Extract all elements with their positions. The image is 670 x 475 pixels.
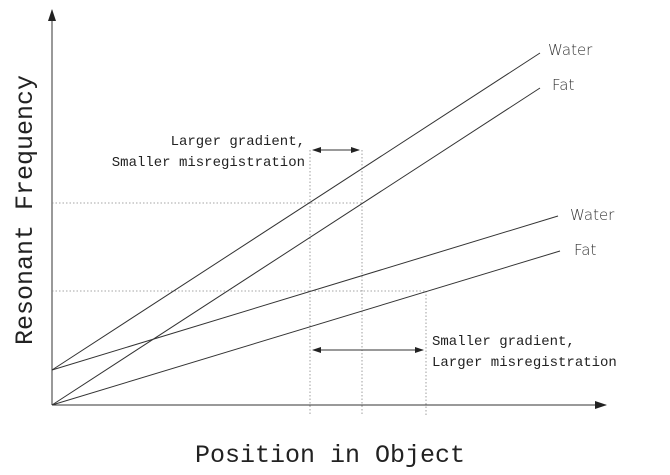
line-label: Fat [574, 241, 596, 259]
line-label: Water [570, 206, 615, 224]
annotation: Smaller gradient, [432, 334, 575, 350]
annotation: Smaller misregistration [112, 155, 305, 171]
line-label: Fat [552, 76, 574, 94]
x-axis-label: Position in Object [195, 441, 465, 470]
annotation: Larger misregistration [432, 355, 617, 371]
water-line-shallow [51, 215, 559, 371]
fat-line-steep [51, 87, 541, 406]
fat-line-shallow [51, 250, 561, 406]
y-axis-label: Resonant Frequency [11, 75, 40, 345]
line-label: Water [548, 41, 593, 59]
annotation: Larger gradient, [171, 134, 305, 150]
water-line-steep [51, 52, 541, 371]
